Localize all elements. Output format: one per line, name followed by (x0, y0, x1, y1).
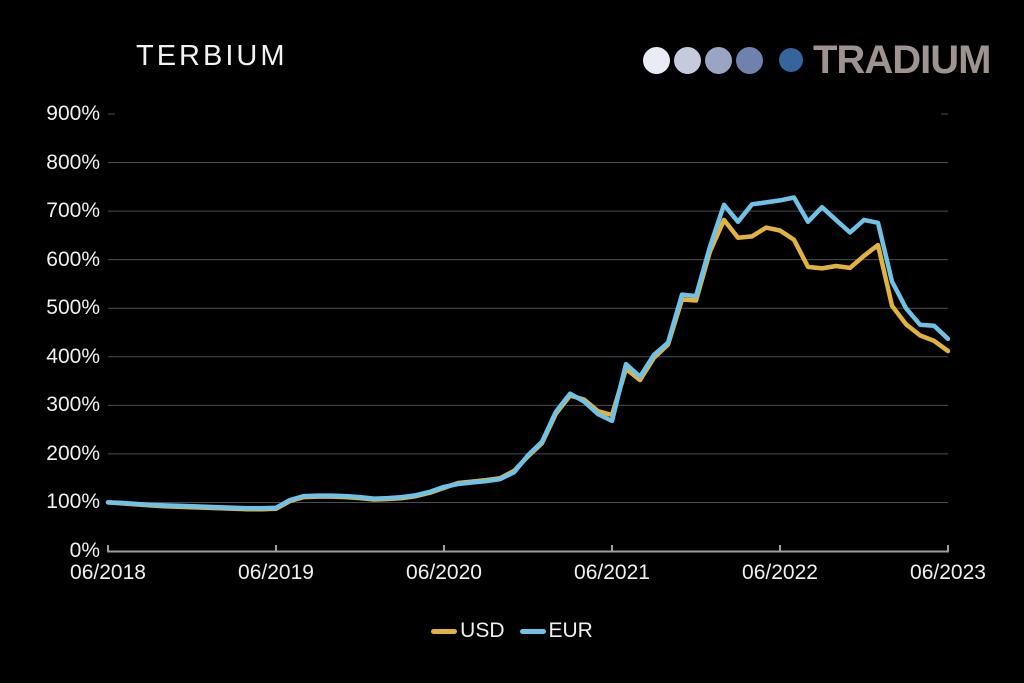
x-tick-label: 06/2019 (238, 561, 314, 584)
eur-legend-dash-icon (519, 628, 546, 634)
y-tick-label: 200% (46, 441, 100, 465)
legend-label: EUR (548, 619, 593, 642)
tradium-logo-dots (643, 46, 803, 74)
eur-series-line (105, 195, 951, 511)
tradium-logo-text: TRADIUM (813, 38, 991, 82)
y-tick-label: 100% (46, 490, 100, 514)
chart-title: TERBIUM (136, 40, 288, 72)
legend-item-usd: USD (431, 619, 505, 643)
tradium-logo-dot (779, 48, 803, 72)
legend-label: USD (460, 619, 505, 642)
tradium-logo-dot (736, 46, 763, 74)
x-tick-label: 06/2020 (406, 561, 482, 584)
usd-series-line (105, 217, 951, 512)
x-tick-label: 06/2023 (910, 561, 986, 584)
y-tick-label: 400% (46, 344, 100, 368)
y-tick-label: 800% (46, 150, 100, 174)
y-tick-label: 700% (46, 199, 100, 223)
chart-legend: USD EUR (0, 619, 1024, 643)
y-tick-label: 0% (69, 539, 100, 562)
legend-item-eur: EUR (519, 619, 593, 643)
y-tick-label: 600% (46, 247, 100, 271)
tradium-logo: TRADIUM (643, 38, 991, 82)
x-tick-label: 06/2022 (742, 561, 818, 584)
tradium-logo-dot (674, 46, 701, 74)
x-tick-label: 06/2021 (574, 561, 650, 584)
y-tick-label: 900% (46, 102, 100, 125)
tradium-logo-dot (705, 46, 732, 74)
y-tick-label: 300% (46, 393, 100, 417)
usd-legend-dash-icon (431, 628, 458, 634)
y-tick-label: 500% (46, 296, 100, 320)
tradium-logo-dot (643, 46, 670, 74)
x-tick-label: 06/2018 (70, 561, 146, 584)
